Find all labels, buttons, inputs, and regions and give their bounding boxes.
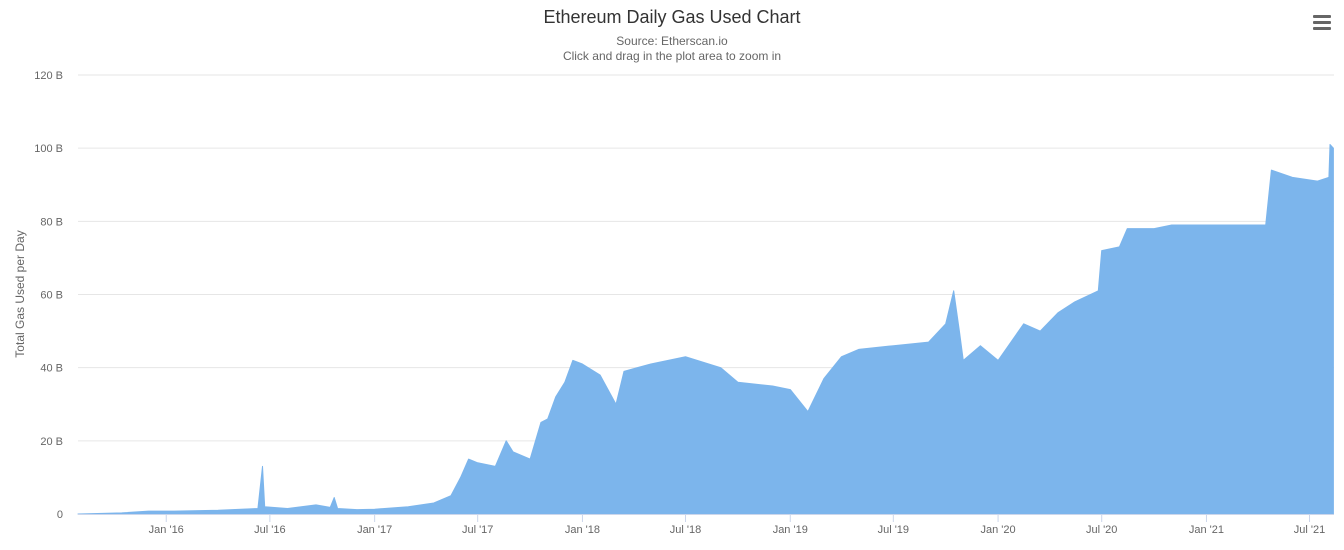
x-tick-label: Jul '21	[1294, 524, 1325, 536]
y-tick-label: 20 B	[40, 436, 63, 448]
menu-bar	[1313, 15, 1331, 18]
x-tick-label: Jan '17	[357, 524, 392, 536]
menu-bar	[1313, 27, 1331, 30]
y-axis-label: Total Gas Used per Day	[13, 230, 27, 357]
x-tick-label: Jan '20	[981, 524, 1016, 536]
plot-area[interactable]	[77, 144, 1334, 515]
x-tick-label: Jul '16	[254, 524, 285, 536]
chart-title: Ethereum Daily Gas Used Chart	[543, 7, 801, 27]
x-tick-label: Jul '18	[670, 524, 701, 536]
y-tick-label: 80 B	[40, 216, 63, 228]
x-tick-label: Jan '16	[149, 524, 184, 536]
menu-bar	[1313, 21, 1331, 24]
x-tick-label: Jul '19	[878, 524, 909, 536]
hamburger-menu-icon[interactable]	[1310, 12, 1334, 32]
x-tick-label: Jul '17	[462, 524, 493, 536]
y-axis-ticks: 0 20 B 40 B 60 B 80 B 100 B 120 B	[34, 70, 63, 521]
y-tick-label: 0	[57, 509, 63, 521]
x-tick-label: Jan '21	[1189, 524, 1224, 536]
x-axis: Jan '16 Jul '16 Jan '17 Jul '17 Jan '18 Jul '…	[78, 514, 1334, 536]
chart-caption: Click and drag in the plot area to zoom …	[562, 49, 782, 63]
x-tick-label: Jan '18	[565, 524, 600, 536]
series-area	[77, 144, 1334, 515]
x-tick-label: Jul '20	[1086, 524, 1117, 536]
y-tick-label: 40 B	[40, 363, 63, 375]
chart-subtitle: Source: Etherscan.io	[616, 34, 728, 48]
x-tick-label: Jan '19	[773, 524, 808, 536]
y-tick-label: 120 B	[34, 70, 63, 82]
y-tick-label: 60 B	[40, 290, 63, 302]
y-tick-label: 100 B	[34, 143, 63, 155]
